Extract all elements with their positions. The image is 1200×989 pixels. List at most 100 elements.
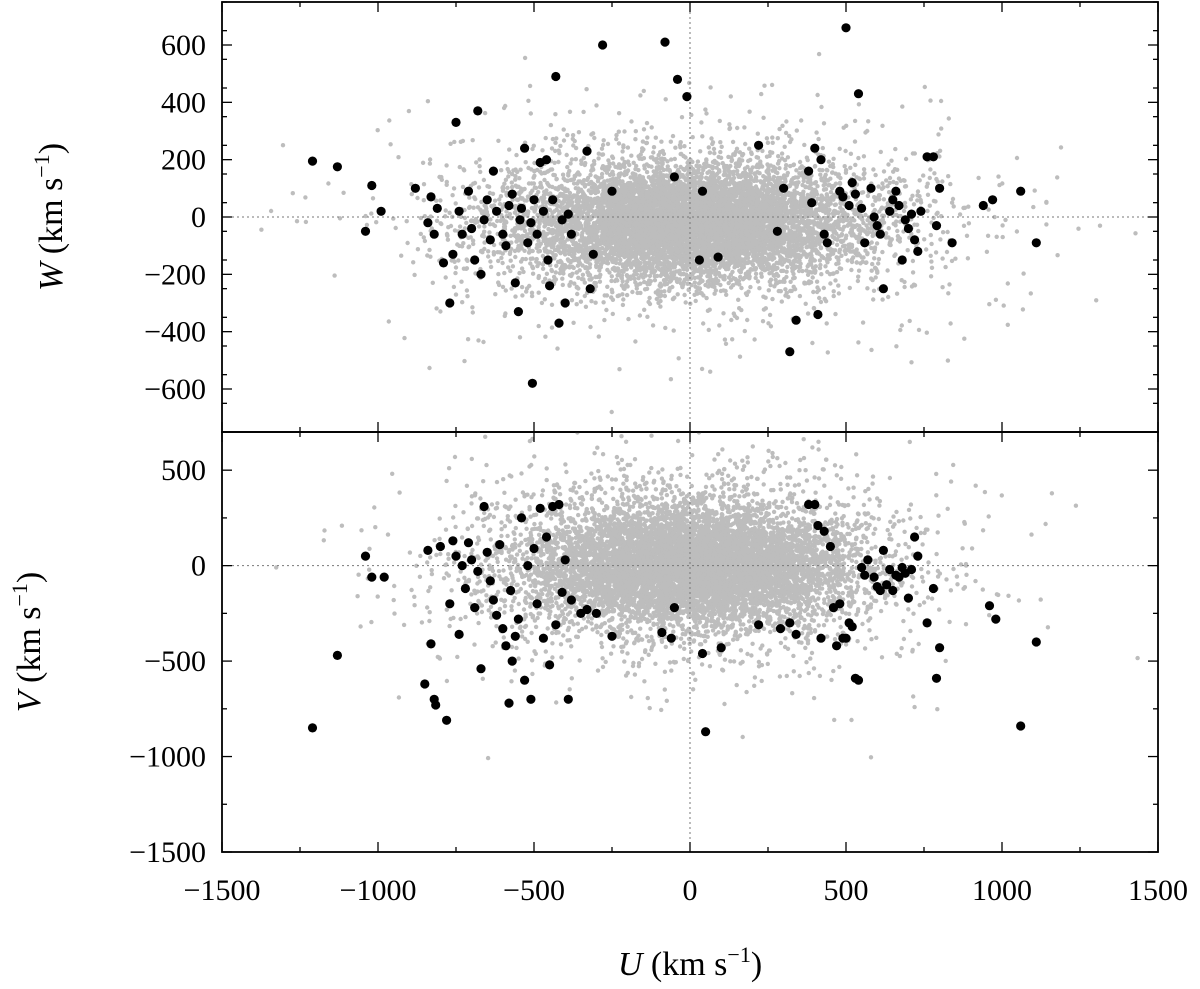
background-star-point [510,228,515,233]
background-star-point [760,148,765,154]
background-star-point [528,190,533,196]
background-star-point [1014,155,1020,161]
background-star-point [861,176,867,181]
background-star-point [948,321,953,326]
background-star-point [536,290,541,295]
background-star-point [575,291,580,297]
top-panel-w-vs-u [221,1,1159,433]
background-star-point [644,169,650,175]
background-star-point [940,179,945,184]
background-star-point [633,137,638,142]
background-star-point [560,172,566,177]
background-star-point [456,258,461,263]
background-star-point [596,334,601,339]
background-star-point [896,176,902,181]
background-star-point [935,179,940,184]
background-star-point [724,292,729,297]
background-star-point [875,270,880,275]
background-star-point [708,85,713,90]
background-star-point [411,260,416,265]
background-star-point [635,290,640,296]
background-star-point [693,298,698,304]
background-star-point [770,296,775,302]
background-star-point [582,280,587,285]
background-star-point [675,292,680,297]
background-star-point [845,258,850,263]
background-star-point [482,224,487,229]
background-star-point [733,161,739,166]
background-star-point [629,119,634,124]
background-star-point [509,184,515,190]
background-star-point [647,273,653,279]
background-star-point [668,377,674,382]
background-star-point [536,249,541,254]
background-star-point [444,163,449,168]
background-star-point [822,296,827,302]
background-star-point [717,323,722,328]
background-star-point [761,115,766,121]
background-star-point [393,225,398,231]
background-star-point [785,155,791,160]
background-star-point [477,164,482,169]
background-star-point [874,241,880,246]
background-star-point [303,219,309,225]
background-star-point [856,274,861,279]
background-star-point [720,161,725,166]
background-star-point [453,265,459,270]
background-star-point [881,197,887,202]
background-star-point [1005,322,1010,327]
background-star-point [947,282,952,287]
background-star-point [573,157,578,162]
background-star-point [468,218,474,224]
background-star-point [569,298,575,303]
background-star-point [939,214,944,219]
background-star-point [630,289,635,295]
background-star-point [889,158,894,163]
background-star-point [722,337,728,342]
background-star-point [880,123,885,128]
background-star-point [387,118,392,123]
background-star-point [448,141,453,146]
background-star-point [555,346,560,351]
background-star-point [753,271,759,276]
background-star-point [840,227,845,232]
background-star-point [852,118,858,124]
background-star-point [933,250,939,255]
background-star-point [556,159,561,165]
background-star-point [821,285,826,291]
background-star-point [817,295,822,301]
background-star-point [847,285,852,291]
background-star-point [856,102,862,107]
background-star-point [487,190,493,196]
background-star-point [396,155,401,160]
background-star-point [740,277,746,282]
background-star-point [762,83,767,88]
background-star-point [747,109,752,114]
background-star-point [513,173,518,179]
background-star-point [817,241,822,247]
background-star-point [785,264,790,270]
background-star-point [645,135,650,140]
background-star-point [784,269,789,274]
background-star-point [478,169,483,175]
background-star-point [742,125,747,130]
background-star-point [945,229,950,235]
background-star-point [520,293,525,298]
background-star-point [364,222,370,228]
background-star-point [768,282,773,288]
background-star-point [946,116,951,121]
background-star-point [803,301,808,306]
background-star-point [856,268,862,273]
background-star-point [499,168,504,173]
background-star-point [912,222,917,227]
background-star-point [658,304,663,309]
background-star-point [443,208,448,213]
background-star-point [499,255,504,261]
background-star-point [1032,188,1037,193]
background-star-point [526,98,531,104]
background-star-point [996,174,1001,179]
background-star-point [818,172,823,177]
background-star-point [452,139,457,145]
background-star-point [617,367,622,372]
background-star-point [828,176,833,181]
